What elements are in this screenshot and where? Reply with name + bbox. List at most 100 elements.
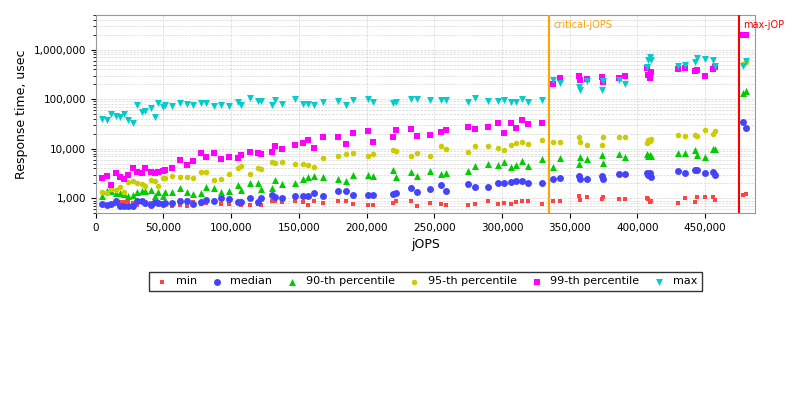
95-th percentile [340, 151, 353, 157]
max [546, 77, 559, 84]
median [498, 180, 510, 186]
median [595, 173, 608, 179]
max [688, 59, 701, 66]
99-th percentile [619, 73, 632, 80]
95-th percentile [498, 147, 510, 154]
99-th percentile [118, 176, 130, 182]
90-th percentile [113, 190, 126, 196]
90-th percentile [127, 192, 140, 198]
90-th percentile [640, 151, 653, 158]
max [105, 111, 118, 118]
median [390, 190, 402, 196]
95-th percentile [737, 61, 750, 68]
99-th percentile [469, 126, 482, 132]
95-th percentile [269, 160, 282, 166]
99-th percentile [613, 75, 626, 82]
max [158, 102, 171, 108]
99-th percentile [127, 164, 140, 171]
99-th percentile [498, 130, 510, 136]
99-th percentile [200, 154, 213, 160]
99-th percentile [149, 170, 162, 177]
max [498, 97, 510, 104]
99-th percentile [269, 143, 282, 150]
min [200, 200, 213, 206]
max [439, 96, 452, 103]
min [340, 198, 353, 204]
90-th percentile [510, 162, 522, 169]
95-th percentile [195, 169, 208, 175]
max [149, 114, 162, 120]
95-th percentile [390, 148, 402, 154]
max [231, 99, 244, 105]
min [595, 195, 608, 202]
max [145, 105, 158, 111]
95-th percentile [522, 141, 534, 147]
median [266, 192, 278, 198]
median [737, 119, 750, 126]
min [135, 199, 148, 205]
95-th percentile [127, 178, 140, 184]
min [619, 196, 632, 202]
90-th percentile [96, 193, 109, 199]
95-th percentile [386, 147, 399, 153]
median [347, 192, 360, 198]
max [234, 102, 247, 108]
99-th percentile [536, 120, 549, 126]
99-th percentile [515, 117, 528, 123]
min [423, 200, 436, 206]
95-th percentile [706, 130, 719, 137]
median [546, 176, 559, 182]
median [619, 170, 632, 177]
min [678, 195, 691, 202]
median [234, 199, 247, 206]
max [640, 64, 653, 70]
min [105, 201, 118, 207]
99-th percentile [251, 150, 264, 156]
median [131, 197, 144, 204]
95-th percentile [361, 153, 374, 159]
median [522, 180, 534, 187]
min [581, 194, 594, 200]
median [215, 195, 228, 201]
99-th percentile [510, 125, 522, 132]
min [156, 200, 169, 206]
max [469, 95, 482, 102]
95-th percentile [302, 162, 314, 168]
99-th percentile [505, 119, 518, 126]
95-th percentile [482, 142, 494, 149]
90-th percentile [316, 174, 329, 180]
90-th percentile [644, 152, 657, 158]
min [645, 198, 658, 204]
min [434, 200, 447, 207]
max [266, 102, 278, 108]
max [619, 81, 632, 87]
90-th percentile [461, 168, 474, 174]
median [573, 176, 586, 183]
median [289, 192, 302, 199]
max [101, 117, 114, 124]
99-th percentile [706, 66, 719, 72]
median [254, 195, 267, 201]
max [613, 77, 626, 83]
median [613, 171, 626, 178]
90-th percentile [595, 152, 608, 158]
median [640, 170, 653, 177]
95-th percentile [156, 174, 169, 181]
95-th percentile [581, 142, 594, 148]
99-th percentile [546, 80, 559, 87]
median [482, 184, 494, 190]
90-th percentile [491, 162, 504, 168]
90-th percentile [706, 146, 719, 152]
max [166, 103, 179, 110]
max [505, 99, 518, 105]
median [386, 191, 399, 197]
99-th percentile [698, 73, 711, 80]
90-th percentile [158, 188, 171, 195]
90-th percentile [200, 184, 213, 190]
99-th percentile [482, 124, 494, 130]
99-th percentile [390, 127, 402, 133]
min [461, 202, 474, 208]
95-th percentile [96, 188, 109, 195]
min [596, 194, 609, 201]
median [187, 201, 200, 208]
